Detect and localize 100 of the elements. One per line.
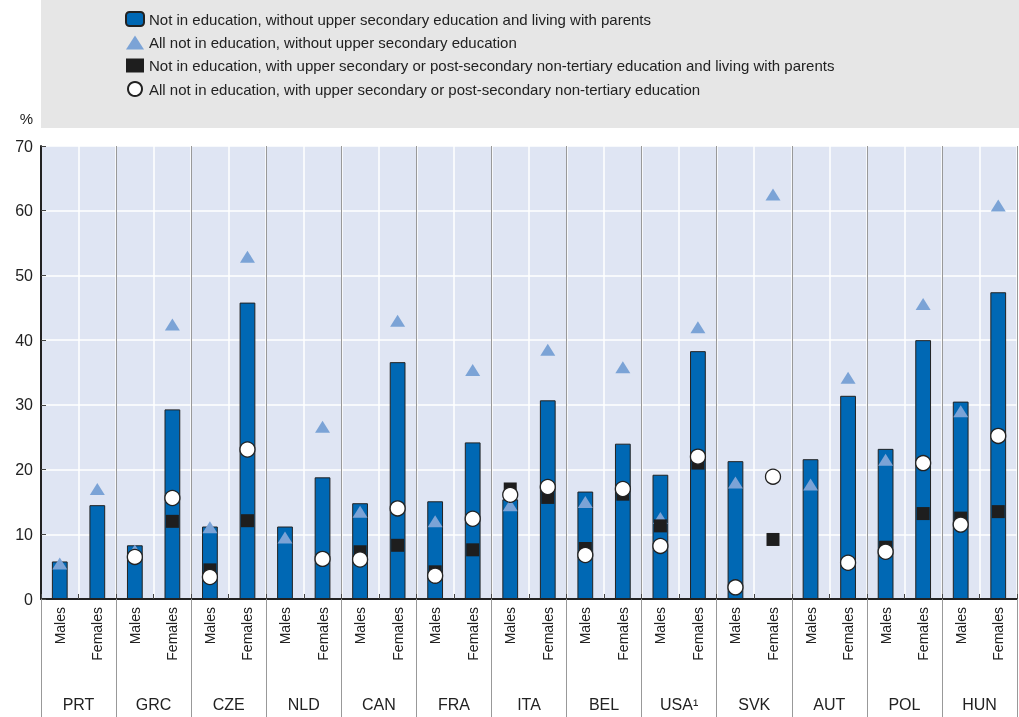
x-tick-label: Males [577,607,594,645]
point [577,546,594,564]
point [615,361,631,374]
point [877,543,894,560]
point [653,519,667,533]
point [652,537,669,555]
x-tick-label: Males [952,607,969,645]
legend-label: All not in education, with upper secondary or post-secondary non-tertiary education [149,80,701,98]
x-tick-label: Males [201,607,218,645]
point [990,199,1006,212]
y-tick-label: 60 [15,202,34,220]
text: CZE [212,695,245,713]
point [991,505,1005,519]
x-tick-label: Females [840,607,857,661]
x-tick-label: Females [990,607,1007,661]
point [466,543,480,557]
x-tick-label: Females [689,607,706,661]
x-tick-label: Males [877,607,894,645]
point [352,505,368,518]
x-tick-label: Females [539,607,556,661]
point [839,554,857,571]
text: POL [888,695,921,713]
point [915,297,931,310]
point [351,551,369,568]
y-tick-label: 10 [15,525,34,543]
y-tick-label: 30 [15,396,34,414]
y-tick-label: 50 [15,266,34,284]
point [765,188,781,201]
x-tick-label: Females [614,607,631,661]
y-tick-label: 20 [15,461,34,479]
point [614,480,631,498]
x-tick-label: Females [89,607,106,661]
point [764,468,782,485]
point [52,557,68,570]
x-tick-label: Males [51,607,68,645]
point [126,548,143,566]
text: HUN [962,695,997,713]
point [239,441,256,458]
point [389,500,406,517]
x-tick-label: Females [164,607,181,661]
point [952,516,969,533]
text: USA¹ [660,695,699,713]
point [727,579,744,596]
x-tick-label: Males [802,607,819,645]
point [201,568,219,586]
text: PRT [62,695,95,713]
x-tick-label: Males [277,607,293,645]
point [502,486,519,503]
point [539,478,556,496]
x-tick-label: Males [352,607,369,645]
x-tick-label: Females [765,607,781,661]
point [953,405,969,418]
point [840,371,856,384]
point [427,567,444,584]
text: ITA [517,695,542,713]
text: SVK [738,695,771,713]
point [689,448,707,465]
point [315,420,331,433]
x-tick-label: Males [727,607,744,645]
y-tick-label: 40 [15,331,34,349]
point [165,514,179,528]
point [239,250,255,263]
point [464,510,481,527]
text: AUT [813,695,846,713]
point [766,532,780,546]
point [727,476,743,489]
x-tick-label: Females [389,607,406,661]
point [577,495,593,508]
point [915,454,932,472]
text: FRA [437,695,471,713]
point [465,363,481,376]
point [202,521,218,534]
point [391,538,405,552]
legend-label: Not in education, without upper secondary education and living with parents [149,10,651,28]
point [390,314,406,327]
point [803,478,819,491]
point [916,507,930,521]
y-axis-title: % [19,110,33,127]
point [878,453,894,466]
point [690,321,706,334]
legend-label: Not in education, with upper secondary or post-secondary non-tertiary education and living with parents [149,57,835,74]
x-tick-label: Females [464,607,481,661]
text: GRC [135,695,172,713]
y-tick-label: 70 [15,137,34,155]
x-tick-label: Females [314,607,331,661]
point [427,515,443,528]
text: CAN [361,695,396,713]
point [164,318,180,331]
x-tick-label: Males [427,607,444,645]
x-tick-label: Males [502,607,519,645]
text: BEL [588,695,620,713]
legend-label: All not in education, without upper secondary education [149,34,517,51]
point [164,489,181,507]
point [314,550,331,568]
point [990,427,1007,445]
x-tick-label: Females [239,607,256,661]
x-tick-label: Males [126,607,143,645]
point [540,343,556,356]
point [89,482,105,495]
x-tick-label: Females [915,607,932,661]
